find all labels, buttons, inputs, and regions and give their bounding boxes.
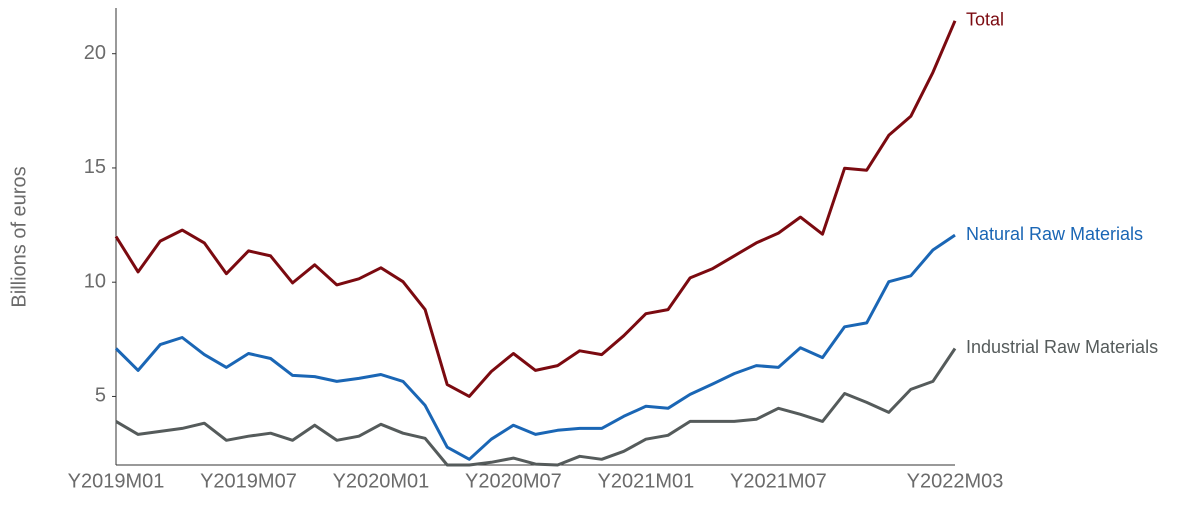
x-tick-label: Y2022M03 [907,470,1004,492]
series-line [114,20,957,398]
x-tick-label: Y2021M01 [598,470,695,492]
y-tick-label: 10 [84,270,106,292]
series-label: Industrial Raw Materials [966,337,1158,357]
y-axis-title: Billions of euros [8,166,30,307]
y-tick-label: 20 [84,42,106,64]
x-tick-label: Y2021M07 [730,470,827,492]
series-line [115,347,957,467]
x-tick-label: Y2020M07 [465,470,562,492]
series-label: Total [966,10,1004,30]
series-line [114,233,956,461]
series-label: Natural Raw Materials [966,224,1143,244]
x-tick-label: Y2019M07 [200,470,297,492]
y-tick-label: 5 [95,385,106,407]
x-tick-label: Y2019M01 [68,470,165,492]
x-tick-label: Y2020M01 [333,470,430,492]
y-tick-label: 15 [84,156,106,178]
